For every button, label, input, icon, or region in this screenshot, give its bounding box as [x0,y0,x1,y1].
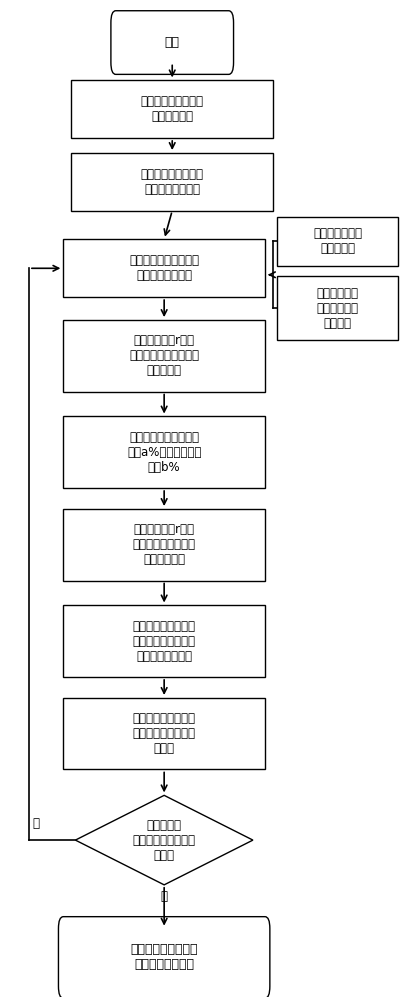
Text: 确定配电网中
分布式电源的
布局条件: 确定配电网中 分布式电源的 布局条件 [317,287,359,330]
Bar [71,153,273,211]
Text: 检验模型是
否满足电压波动特性
的要求: 检验模型是 否满足电压波动特性 的要求 [133,819,196,862]
Bar [277,217,398,266]
Bar [63,605,265,677]
Bar [71,80,273,138]
Text: 选取区域的最大供电
能力为标准值: 选取区域的最大供电 能力为标准值 [141,95,204,123]
Text: 确定含分布式电源配电
网的固定布局条件: 确定含分布式电源配电 网的固定布局条件 [129,254,199,282]
Bar [63,239,265,297]
Bar [63,320,265,392]
Text: 计算任意节点处的相
对电压变化率等与电
压波动相关的参数: 计算任意节点处的相 对电压变化率等与电 压波动相关的参数 [133,620,196,663]
FancyBboxPatch shape [111,11,234,74]
Text: 是: 是 [161,890,168,903]
Text: 开始: 开始 [165,36,180,49]
Bar [63,698,265,769]
Text: 基于电压波动的二维
多分辨率建模成功: 基于电压波动的二维 多分辨率建模成功 [130,943,198,971]
Text: 当二维分辨率r变化
后，计算配电网中的
潮流变化情况: 当二维分辨率r变化 后，计算配电网中的 潮流变化情况 [133,523,196,566]
Bar [63,509,265,581]
Text: 否: 否 [32,817,39,830]
Text: 当二维分辨率r变化
前，计算配电网中的潮
流分布情况: 当二维分辨率r变化 前，计算配电网中的潮 流分布情况 [129,334,199,377]
Text: 建立配电网固定布局
条件下的二维多分辨
率模型: 建立配电网固定布局 条件下的二维多分辨 率模型 [133,712,196,755]
Text: 确定多维多分辨率模
型的维度与分辨率: 确定多维多分辨率模 型的维度与分辨率 [141,168,204,196]
Bar [63,416,265,488]
Bar [277,276,398,340]
Text: 确定配电网本身
的布局条件: 确定配电网本身 的布局条件 [313,227,362,255]
FancyBboxPatch shape [58,917,270,998]
Text: 改变分布式电源容量百
分比a%和负荷容量百
分比b%: 改变分布式电源容量百 分比a%和负荷容量百 分比b% [127,431,201,474]
Polygon shape [75,795,253,885]
